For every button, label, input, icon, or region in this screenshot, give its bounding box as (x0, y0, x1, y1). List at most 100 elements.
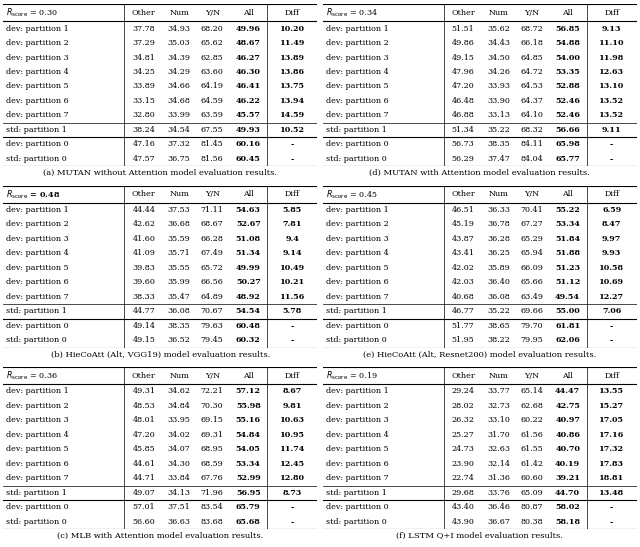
Text: 10.20: 10.20 (280, 25, 305, 33)
Text: 32.63: 32.63 (487, 445, 510, 453)
Text: dev: partition 0: dev: partition 0 (6, 141, 69, 148)
Text: dev: partition 1: dev: partition 1 (6, 25, 69, 33)
Text: 23.90: 23.90 (452, 460, 475, 468)
Text: 58.02: 58.02 (556, 503, 580, 511)
Text: -: - (291, 155, 294, 163)
Text: 36.33: 36.33 (487, 206, 510, 214)
Text: Other: Other (451, 9, 475, 17)
Text: 33.10: 33.10 (487, 416, 510, 424)
Text: 32.14: 32.14 (487, 460, 510, 468)
Text: 36.28: 36.28 (487, 235, 510, 243)
Text: Num: Num (488, 9, 508, 17)
Text: dev: partition 3: dev: partition 3 (326, 416, 388, 424)
Text: -: - (291, 517, 294, 526)
Text: 8.47: 8.47 (602, 220, 621, 229)
Text: std: partition 1: std: partition 1 (326, 489, 387, 497)
Text: 79.70: 79.70 (520, 322, 543, 330)
Text: dev: partition 7: dev: partition 7 (6, 112, 69, 119)
Text: 12.63: 12.63 (599, 68, 624, 76)
Text: 7.06: 7.06 (602, 307, 621, 315)
Text: 65.66: 65.66 (520, 278, 543, 287)
Text: 35.62: 35.62 (487, 25, 510, 33)
Text: 34.62: 34.62 (168, 387, 191, 395)
Text: All: All (243, 9, 253, 17)
Text: dev: partition 5: dev: partition 5 (6, 264, 69, 272)
Text: 55.00: 55.00 (556, 307, 580, 315)
Text: 32.73: 32.73 (487, 402, 510, 410)
Text: 33.13: 33.13 (487, 112, 510, 119)
Text: 48.53: 48.53 (132, 402, 155, 410)
Text: 48.01: 48.01 (132, 416, 155, 424)
Text: 51.08: 51.08 (236, 235, 261, 243)
Text: 65.14: 65.14 (520, 387, 543, 395)
Text: 58.18: 58.18 (555, 517, 580, 526)
Text: 46.51: 46.51 (452, 206, 475, 214)
Text: 45.19: 45.19 (452, 220, 475, 229)
Text: 54.05: 54.05 (236, 445, 260, 453)
Text: 15.27: 15.27 (599, 402, 624, 410)
Text: 72.21: 72.21 (201, 387, 223, 395)
Text: 11.10: 11.10 (599, 39, 625, 47)
Text: 37.51: 37.51 (168, 503, 191, 511)
Text: 68.32: 68.32 (520, 126, 543, 134)
Text: 49.54: 49.54 (555, 293, 580, 301)
Text: 33.95: 33.95 (168, 416, 191, 424)
Text: 80.38: 80.38 (520, 517, 543, 526)
Text: 34.26: 34.26 (487, 68, 510, 76)
Text: 12.45: 12.45 (280, 460, 305, 468)
Text: 56.85: 56.85 (556, 25, 580, 33)
Text: 36.63: 36.63 (168, 517, 191, 526)
Text: 38.22: 38.22 (487, 336, 510, 344)
Text: 68.20: 68.20 (201, 25, 223, 33)
Text: 80.87: 80.87 (520, 503, 543, 511)
Text: 17.83: 17.83 (599, 460, 624, 468)
Text: 34.30: 34.30 (168, 460, 191, 468)
Text: Num: Num (488, 372, 508, 380)
Text: 36.68: 36.68 (168, 220, 191, 229)
Text: 79.95: 79.95 (520, 336, 543, 344)
Text: 60.60: 60.60 (520, 474, 543, 482)
Text: dev: partition 2: dev: partition 2 (326, 39, 388, 47)
Text: 47.20: 47.20 (452, 83, 474, 90)
Text: $R_{\mathrm{score}}$ = 0.19: $R_{\mathrm{score}}$ = 0.19 (326, 369, 378, 382)
Text: Other: Other (451, 190, 475, 199)
Text: Y/N: Y/N (524, 9, 539, 17)
Text: 51.12: 51.12 (555, 278, 580, 287)
Text: 35.89: 35.89 (487, 264, 510, 272)
Text: 53.34: 53.34 (236, 460, 260, 468)
Text: 64.37: 64.37 (520, 97, 543, 105)
Text: Other: Other (451, 372, 475, 380)
Text: 49.07: 49.07 (132, 489, 155, 497)
Text: 46.48: 46.48 (452, 97, 475, 105)
Text: dev: partition 0: dev: partition 0 (326, 141, 388, 148)
Text: 46.22: 46.22 (236, 97, 260, 105)
Text: 36.46: 36.46 (487, 503, 510, 511)
Text: 41.60: 41.60 (132, 235, 156, 243)
Text: 81.56: 81.56 (201, 155, 223, 163)
Text: 42.75: 42.75 (556, 402, 580, 410)
Text: 37.29: 37.29 (132, 39, 156, 47)
Text: 49.14: 49.14 (132, 322, 156, 330)
Text: 54.88: 54.88 (556, 39, 580, 47)
Text: 38.35: 38.35 (487, 141, 510, 148)
Text: 35.22: 35.22 (487, 307, 510, 315)
Text: dev: partition 3: dev: partition 3 (326, 54, 388, 62)
Text: Other: Other (132, 372, 156, 380)
Text: -: - (610, 336, 613, 344)
Text: dev: partition 7: dev: partition 7 (326, 474, 388, 482)
Text: dev: partition 1: dev: partition 1 (6, 387, 69, 395)
Text: dev: partition 4: dev: partition 4 (6, 249, 69, 258)
Text: dev: partition 6: dev: partition 6 (326, 97, 388, 105)
Text: 63.60: 63.60 (201, 68, 223, 76)
Text: 45.57: 45.57 (236, 112, 260, 119)
Text: 49.96: 49.96 (236, 25, 260, 33)
Text: 49.15: 49.15 (132, 336, 156, 344)
Text: 34.13: 34.13 (168, 489, 191, 497)
Text: 65.68: 65.68 (236, 517, 260, 526)
Text: std: partition 1: std: partition 1 (6, 307, 67, 315)
Text: 52.99: 52.99 (236, 474, 260, 482)
Text: 64.89: 64.89 (201, 293, 223, 301)
Text: 40.70: 40.70 (556, 445, 580, 453)
Text: dev: partition 7: dev: partition 7 (326, 293, 388, 301)
Text: std: partition 0: std: partition 0 (6, 336, 67, 344)
